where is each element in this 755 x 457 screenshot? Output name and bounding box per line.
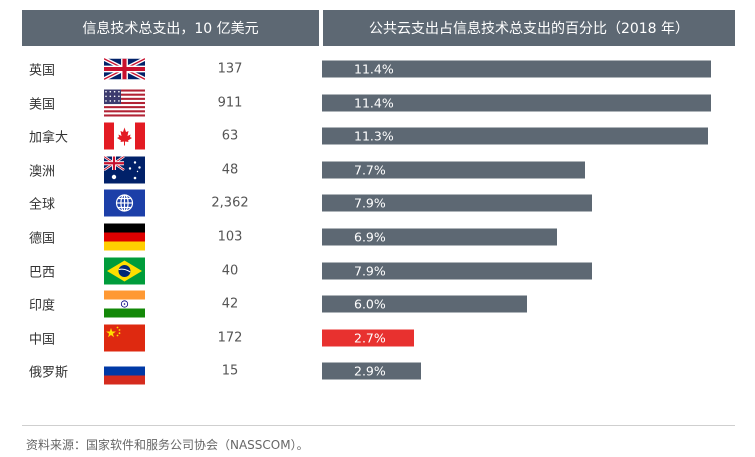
country-label: 全球 (29, 197, 56, 213)
bar-value-label: 2.7% (354, 330, 386, 346)
it-spending-value: 48 (221, 162, 239, 178)
cloud-share-bar: 6.0% (322, 295, 527, 313)
cloud-share-bar: 11.4% (322, 94, 711, 112)
brazil-flag-icon (104, 257, 145, 285)
it-spending-value: 172 (217, 330, 243, 346)
it-spending-value: 40 (221, 263, 239, 279)
bar-value-label: 11.4% (354, 61, 394, 77)
country-label: 印度 (29, 298, 56, 314)
cloud-share-bar: 7.9% (322, 194, 592, 212)
bar-value-label: 7.9% (354, 263, 386, 279)
russia-flag-icon (104, 357, 145, 385)
bar-value-label: 2.9% (354, 363, 386, 379)
uk-flag-icon (104, 56, 145, 83)
germany-flag-icon (104, 223, 145, 251)
cloud-share-bar: 11.3% (322, 127, 708, 145)
cloud-share-bar: 2.7% (322, 329, 415, 347)
country-label: 美国 (29, 97, 56, 113)
country-label: 中国 (29, 332, 56, 348)
canada-flag-icon (104, 122, 145, 150)
cloud-share-bar: 7.7% (322, 161, 585, 179)
cloud-share-bar: 6.9% (322, 228, 558, 246)
header-it-spending: 信息技术总支出，10 亿美元 (22, 10, 319, 46)
it-spending-value: 2,362 (211, 195, 249, 211)
it-spending-value: 42 (221, 296, 239, 312)
country-label: 加拿大 (29, 130, 69, 146)
it-spending-value: 15 (221, 363, 239, 379)
india-flag-icon (104, 290, 145, 318)
it-spending-value: 911 (217, 95, 243, 111)
footer-divider (22, 425, 735, 426)
it-spending-value: 63 (221, 128, 239, 144)
source-note: 资料来源：国家软件和服务公司协会（NASSCOM）。 (26, 438, 309, 452)
cloud-share-bar: 11.4% (322, 60, 711, 78)
us-flag-icon (104, 89, 145, 117)
bar-value-label: 11.3% (354, 128, 394, 144)
bar-value-label: 11.4% (354, 95, 394, 111)
country-label: 澳洲 (29, 164, 56, 180)
bar-value-label: 6.0% (354, 296, 386, 312)
globe-icon (104, 189, 145, 217)
cloud-share-bar: 2.9% (322, 362, 421, 380)
it-spending-value: 103 (217, 229, 243, 245)
bar-value-label: 7.9% (354, 195, 386, 211)
china-flag-icon (104, 324, 145, 352)
bar-value-label: 6.9% (354, 229, 386, 245)
country-label: 英国 (29, 63, 56, 79)
bar-value-label: 7.7% (354, 162, 386, 178)
country-label: 德国 (29, 231, 56, 247)
country-label: 巴西 (29, 265, 56, 281)
it-spending-value: 137 (217, 61, 243, 77)
cloud-share-bar: 7.9% (322, 262, 592, 280)
header-cloud-share: 公共云支出占信息技术总支出的百分比（2018 年） (323, 10, 735, 46)
australia-flag-icon (104, 156, 145, 184)
country-label: 俄罗斯 (29, 365, 69, 381)
